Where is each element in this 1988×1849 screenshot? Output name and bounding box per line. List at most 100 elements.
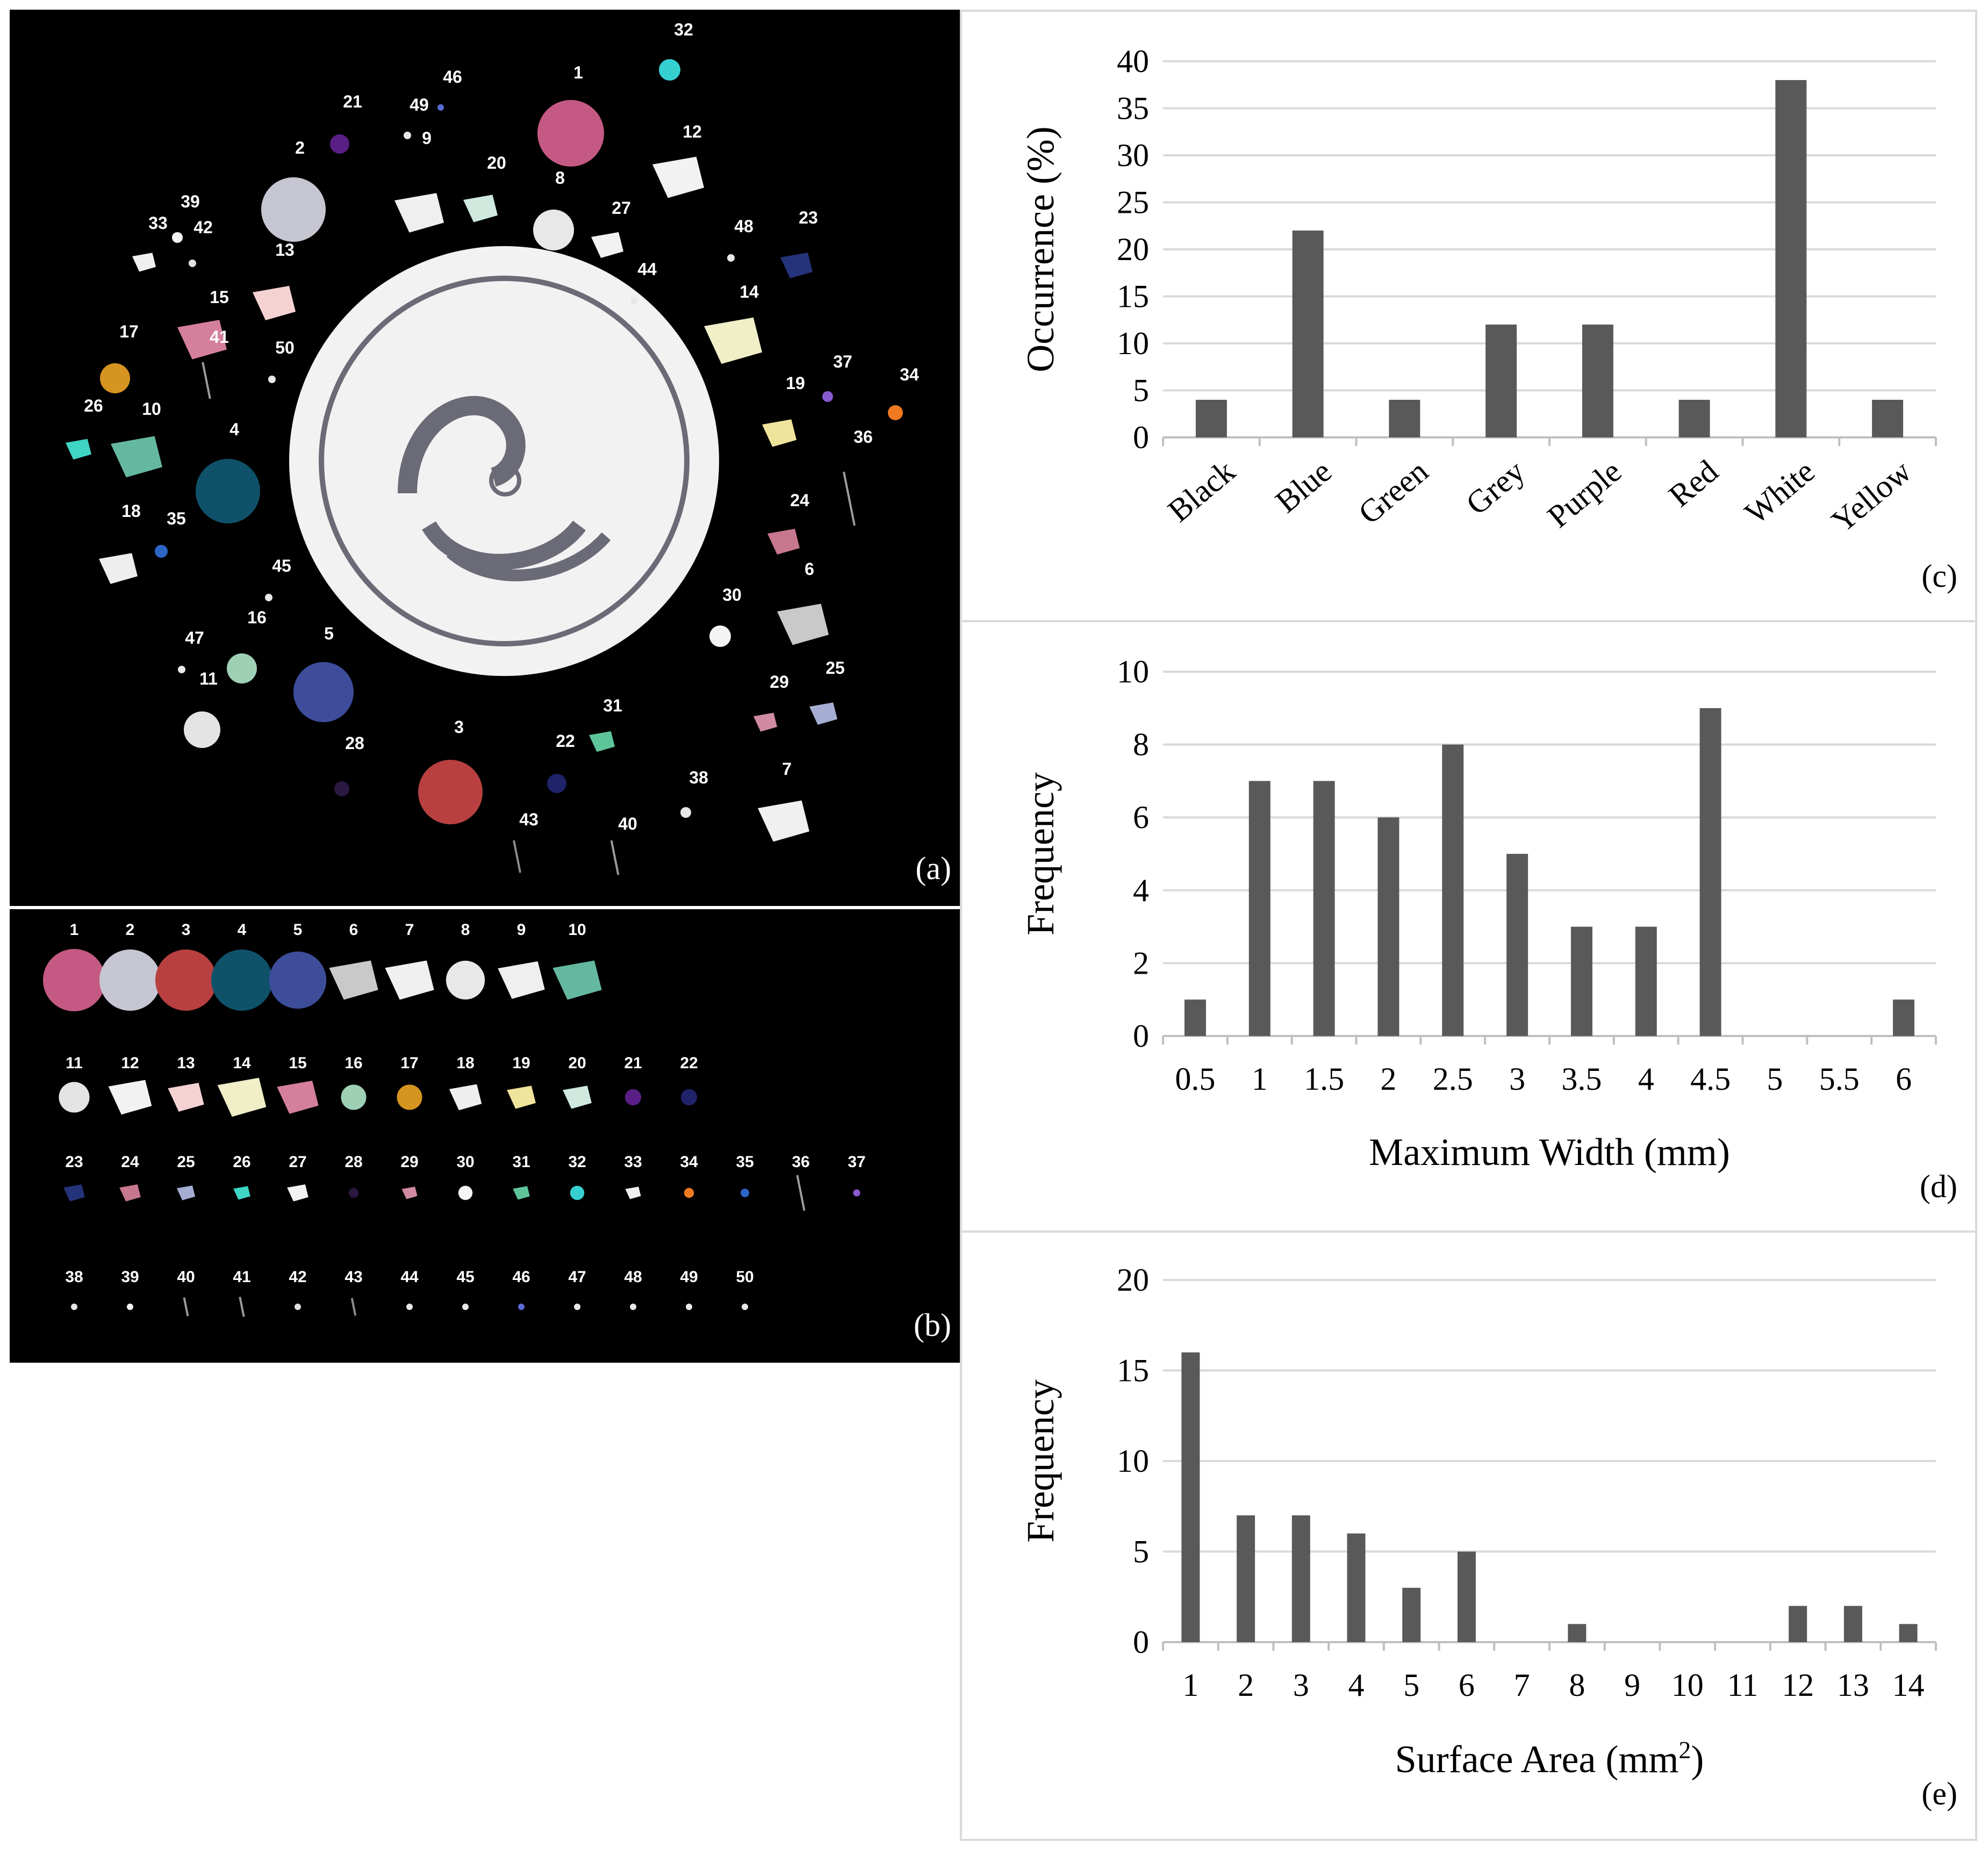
y-tick-label: 35 (1117, 91, 1149, 126)
particle-number-a: 32 (674, 20, 693, 39)
particle-a-45 (265, 594, 272, 601)
y-tick-label: 6 (1133, 800, 1149, 835)
x-tick-label: 4 (1348, 1667, 1365, 1703)
x-tick-label: 3.5 (1561, 1061, 1602, 1097)
x-tick-label: 1 (1252, 1061, 1268, 1097)
bar-Purple (1582, 325, 1613, 437)
particle-a-10 (111, 436, 162, 478)
particle-b-22 (680, 1089, 698, 1106)
particle-number-b: 9 (517, 921, 526, 939)
particle-b-45 (462, 1304, 469, 1310)
particle-number-a: 15 (210, 287, 229, 307)
particle-a-7 (758, 800, 809, 842)
particle-number-a: 2 (295, 138, 305, 157)
x-tick-label: 3 (1509, 1061, 1525, 1097)
particle-b-36 (796, 1175, 806, 1211)
y-tick-label: 10 (1117, 654, 1149, 689)
particle-b-11 (59, 1082, 90, 1113)
x-tick-label: 3 (1293, 1667, 1309, 1703)
y-tick-label: 8 (1133, 727, 1149, 762)
particle-a-48 (727, 254, 735, 262)
particle-number-a: 4 (229, 420, 239, 439)
particle-b-1 (43, 949, 105, 1011)
particle-number-a: 50 (275, 338, 295, 357)
particle-a-6 (777, 603, 829, 645)
particle-number-a: 17 (119, 322, 139, 341)
filter-disc (289, 246, 719, 676)
particle-number-b: 23 (65, 1153, 83, 1171)
particle-number-a: 25 (826, 658, 845, 678)
particle-number-a: 39 (181, 192, 200, 211)
particle-b-10 (552, 960, 602, 1000)
particle-a-17 (100, 363, 130, 393)
particle-number-b: 8 (461, 921, 470, 939)
particle-number-b: 22 (680, 1054, 698, 1072)
particle-b-18 (449, 1084, 482, 1111)
photo-a-canvas: 1234567891011121314151617181920212223242… (66, 20, 951, 886)
particle-a-25 (809, 702, 837, 725)
particle-b-3 (155, 949, 217, 1011)
particle-number-b: 2 (126, 921, 135, 939)
bar-Red (1678, 400, 1710, 437)
y-axis-title: Frequency (1019, 1379, 1062, 1543)
particle-b-46 (518, 1304, 525, 1310)
particle-number-a: 20 (487, 153, 506, 172)
particle-number-b: 12 (121, 1054, 139, 1072)
y-tick-label: 10 (1117, 326, 1149, 361)
particle-a-44 (630, 297, 638, 305)
particle-number-b: 11 (66, 1054, 83, 1072)
x-tick-label: 5 (1403, 1667, 1419, 1703)
bar-1 (1181, 1352, 1200, 1642)
x-tick-label: 0.5 (1175, 1061, 1215, 1097)
x-tick-label: 6 (1459, 1667, 1475, 1703)
particle-b-37 (853, 1189, 860, 1197)
particle-b-23 (63, 1184, 85, 1202)
particle-b-15 (277, 1081, 319, 1114)
particle-number-b: 27 (289, 1153, 306, 1171)
particle-number-b: 46 (512, 1268, 530, 1286)
particle-number-a: 19 (786, 373, 805, 393)
x-tick-label: 7 (1514, 1667, 1530, 1703)
x-tick-label: 2 (1238, 1667, 1254, 1703)
x-tick-label: Yellow (1825, 453, 1918, 539)
particle-number-a: 13 (275, 240, 295, 260)
particle-a-27 (591, 232, 623, 258)
x-tick-label: Grey (1459, 453, 1531, 522)
y-tick-label: 15 (1117, 1353, 1149, 1388)
bar-2 (1237, 1515, 1255, 1642)
particle-number-b: 31 (512, 1153, 530, 1171)
particle-b-6 (329, 960, 378, 1000)
particle-a-28 (334, 781, 349, 796)
particle-b-20 (563, 1085, 592, 1109)
particle-b-47 (574, 1304, 580, 1310)
particle-number-b: 13 (177, 1054, 195, 1072)
particle-a-16 (227, 653, 257, 684)
particle-number-b: 38 (65, 1268, 83, 1286)
x-axis-title: Surface Area (mm2) (1395, 1736, 1704, 1781)
particle-a-33 (132, 253, 156, 272)
particle-a-50 (268, 376, 276, 383)
bar-2 (1377, 817, 1400, 1036)
color-occurrence-chart: 0 5 10 15 20 25 30 35 40 Black Blue Green Grey Purple… (1019, 44, 1957, 594)
particle-number-b: 4 (238, 921, 247, 939)
particle-b-27 (287, 1184, 308, 1202)
particle-a-2 (261, 177, 326, 242)
particle-b-31 (513, 1186, 530, 1200)
particle-number-a: 41 (210, 327, 229, 347)
particle-a-26 (66, 438, 91, 460)
particle-a-5 (293, 662, 354, 722)
particle-a-11 (184, 711, 220, 748)
x-axis-title: Maximum Width (mm) (1369, 1131, 1730, 1174)
particle-a-9 (394, 193, 444, 233)
x-tick-label: White (1738, 453, 1821, 531)
bar-3.5 (1570, 926, 1592, 1036)
y-tick-label: 5 (1133, 373, 1149, 408)
bar-5 (1402, 1587, 1421, 1642)
particle-group-a: 1234567891011121314151617181920212223242… (66, 20, 919, 875)
particle-a-39 (172, 232, 183, 243)
particle-number-b: 35 (736, 1153, 753, 1171)
bar-4 (1347, 1533, 1366, 1642)
bar-6 (1893, 999, 1915, 1036)
particle-number-b: 44 (400, 1268, 419, 1286)
